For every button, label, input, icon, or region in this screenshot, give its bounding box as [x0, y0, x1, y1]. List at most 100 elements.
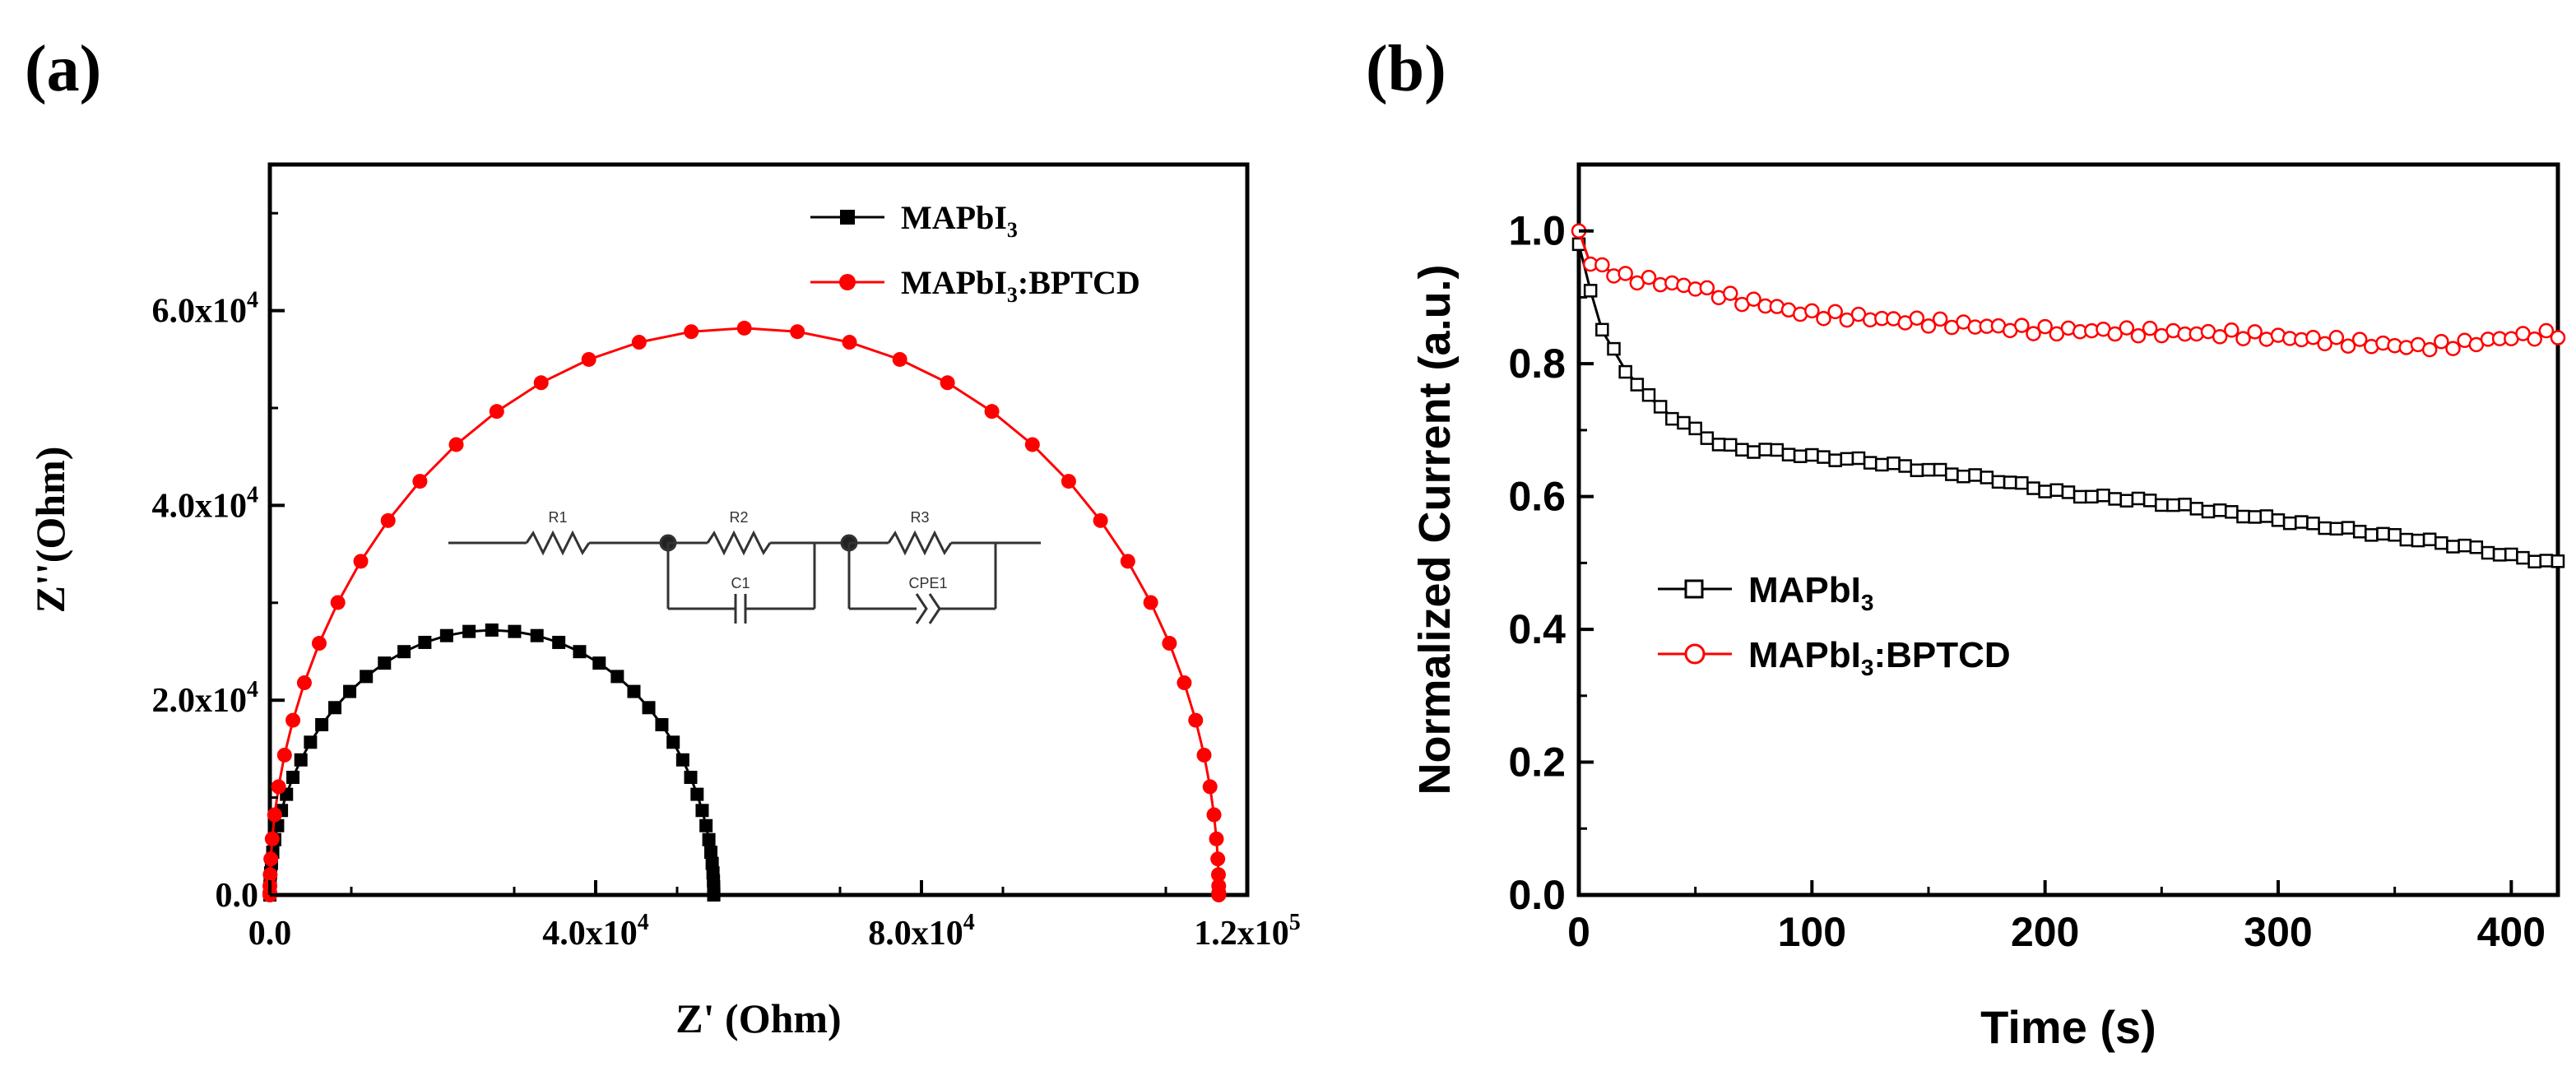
panel-b-point-s1-55 [2212, 329, 2228, 345]
panel-a-point-s0-21 [418, 635, 432, 649]
panel-b-point-s1-46 [2107, 326, 2123, 342]
legend-b-marker-bptcd [1684, 643, 1706, 665]
panel-a-point-s1-23 [790, 324, 805, 340]
legend-b-label-mapbi3: MAPbI3 [1748, 570, 1873, 615]
panel-b-point-s0-78 [2481, 545, 2495, 560]
panel-b-point-s0-75 [2446, 540, 2460, 554]
panel-a-point-s1-33 [1162, 636, 1177, 651]
panel-a-y-tick-label-1: 2.0x104 [152, 677, 259, 720]
panel-a-point-s0-28 [573, 645, 587, 659]
panel-a-point-s0-38 [695, 804, 709, 818]
panel-b-x-tick-label-1: 100 [1778, 909, 1846, 955]
panel-b-point-s0-83 [2539, 554, 2554, 568]
panel-b-point-s0-69 [2376, 526, 2390, 541]
panel-b-x-tick-label-4: 400 [2477, 909, 2546, 955]
panel-b-point-s0-63 [2306, 517, 2320, 531]
panel-a-point-s0-20 [397, 645, 411, 659]
panel-b-point-s1-84 [2550, 330, 2566, 345]
panel-b-point-s1-57 [2235, 331, 2251, 346]
panel-a-point-s1-39 [1209, 831, 1224, 846]
panel-a-point-s0-15 [315, 717, 329, 731]
panel-b-point-s0-58 [2248, 510, 2262, 524]
panel-a-point-s1-12 [330, 595, 346, 610]
panel-a-point-s1-10 [296, 675, 312, 691]
panel-b-y-axis-label: Normalized Current (a.u.) [1410, 264, 1460, 795]
panel-b-y-tick-label-2: 0.4 [1508, 606, 1566, 652]
panel-b-point-s0-26 [1875, 457, 1889, 472]
panel-b-point-s1-39 [2026, 326, 2041, 341]
panel-a-point-s1-20 [631, 335, 647, 350]
panel-b-point-s0-62 [2295, 515, 2309, 529]
panel-b-point-s0-42 [2061, 485, 2076, 499]
panel-a-x-axis-label: Z' (Ohm) [675, 995, 841, 1041]
panel-b-point-s0-23 [1840, 452, 1854, 466]
panel-a-point-s0-19 [378, 656, 392, 670]
legend-b-label-mapbi3-sub: 3 [1861, 590, 1874, 615]
legend-a-label-bptcd-sub: 3 [1007, 283, 1018, 307]
circuit-label-cpe1: CPE1 [908, 575, 947, 591]
panel-b-point-s1-66 [2340, 338, 2356, 355]
panel-b-point-s0-70 [2388, 528, 2402, 542]
panel-b-point-s0-6 [1641, 387, 1656, 402]
panel-b-point-s1-2 [1594, 257, 1610, 273]
legend-a-label-bptcd-rest: :BPTCD [1018, 264, 1140, 301]
equivalent-circuit-inset [448, 530, 1041, 624]
panel-a-point-s0-22 [439, 628, 453, 642]
panel-a-point-s0-14 [304, 735, 318, 749]
panel-b-point-s0-56 [2225, 505, 2239, 519]
panel-b-point-s1-75 [2445, 341, 2461, 356]
panel-a-point-s0-37 [690, 787, 704, 801]
panel-a-point-s1-30 [1093, 512, 1108, 528]
panel-b-point-s0-34 [1968, 468, 1982, 482]
panel-a-point-s1-6 [267, 807, 282, 823]
panel-a-point-s1-35 [1188, 712, 1204, 728]
panel-b-point-s1-64 [2317, 336, 2332, 352]
panel-b-x-tick-label-3: 300 [2244, 909, 2312, 955]
panel-b-point-s1-30 [1920, 318, 1937, 334]
legend-a-label-mapbi3-sub: 3 [1007, 218, 1018, 242]
panel-b-point-s0-82 [2527, 554, 2541, 568]
legend-a-label-mapbi3: MAPbI3 [901, 199, 1018, 242]
panel-b-point-s0-22 [1828, 453, 1842, 467]
legend-a-label-mapbi3-main: MAPbI [901, 199, 1007, 236]
panel-a-x-tick-label-0: 0.0 [248, 915, 292, 953]
panel-b-point-s1-58 [2247, 324, 2263, 340]
panel-b-y-tick-label-5: 1.0 [1508, 208, 1566, 254]
panel-b-point-s0-39 [2026, 481, 2040, 495]
panel-a-point-s1-14 [380, 512, 396, 528]
panel-b-point-s0-59 [2259, 509, 2274, 523]
panel-a-point-s1-16 [448, 437, 464, 452]
panel-a-point-s1-34 [1177, 675, 1192, 691]
panel-b-point-s1-67 [2351, 332, 2368, 347]
panel-b-point-s0-5 [1630, 378, 1645, 392]
circuit-labels: R1 R2 C1 R3 CPE1 [548, 509, 947, 591]
legend-b-label-bptcd-rest: :BPTCD [1873, 635, 2010, 675]
panel-a-series-line-0 [268, 628, 715, 895]
panel-a-point-s1-21 [684, 324, 699, 340]
panel-b-point-s0-61 [2282, 516, 2297, 531]
panel-b-point-s0-14 [1735, 443, 1749, 457]
panel-a-point-s0-18 [360, 670, 374, 684]
panel-b-point-s1-48 [2130, 328, 2147, 344]
panel-a-point-s0-36 [684, 771, 698, 785]
panel-b-point-s0-60 [2271, 513, 2286, 527]
circuit-label-c1: C1 [731, 575, 750, 591]
panel-a-point-s0-17 [343, 684, 357, 698]
panel-b-point-s0-20 [1805, 447, 1819, 462]
legend-a-label-bptcd: MAPbI3:BPTCD [901, 264, 1140, 307]
panel-a-point-s0-35 [675, 753, 689, 767]
panel-a-point-s0-31 [627, 684, 641, 698]
panel-a-point-s1-13 [353, 554, 369, 569]
panel-b-point-s0-84 [2550, 554, 2565, 568]
panel-b-point-s1-82 [2527, 331, 2542, 347]
panel-a-point-s1-4 [263, 851, 279, 867]
panel-a-point-s1-8 [276, 747, 292, 763]
panel-a-point-s1-7 [271, 779, 286, 795]
panel-b-point-s0-24 [1851, 451, 1866, 466]
panel-a-legend: MAPbI3 MAPbI3:BPTCD [810, 199, 1140, 307]
panel-a-point-s0-25 [508, 624, 522, 638]
panel-b-point-s0-79 [2492, 548, 2507, 562]
panel-b-point-s0-30 [1921, 462, 1936, 477]
panel-b-point-s0-37 [2003, 475, 2017, 489]
